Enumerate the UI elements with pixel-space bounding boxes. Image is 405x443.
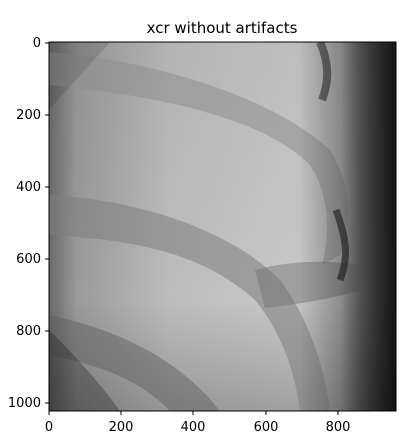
x-tick-label: 0 [45, 420, 53, 435]
y-tick-label: 800 [16, 324, 41, 339]
xray-image [49, 42, 396, 411]
rib-band-upper [49, 52, 349, 265]
y-axis: 0 200 400 600 800 1000 [8, 36, 49, 411]
y-tick-label: 600 [16, 252, 41, 267]
x-tick-label: 200 [109, 420, 134, 435]
y-tick-label: 400 [16, 180, 41, 195]
axes-frame [48, 41, 397, 412]
x-tick-label: 400 [181, 420, 206, 435]
figure-title: xcr without artifacts [147, 19, 298, 37]
rib-band-lower [49, 315, 220, 411]
x-tick-label: 800 [326, 420, 351, 435]
x-axis: 0 200 400 600 800 [45, 411, 351, 435]
x-tick-label: 600 [254, 420, 279, 435]
y-tick-label: 1000 [8, 396, 41, 411]
y-tick-label: 0 [33, 36, 41, 51]
y-tick-label: 200 [16, 108, 41, 123]
